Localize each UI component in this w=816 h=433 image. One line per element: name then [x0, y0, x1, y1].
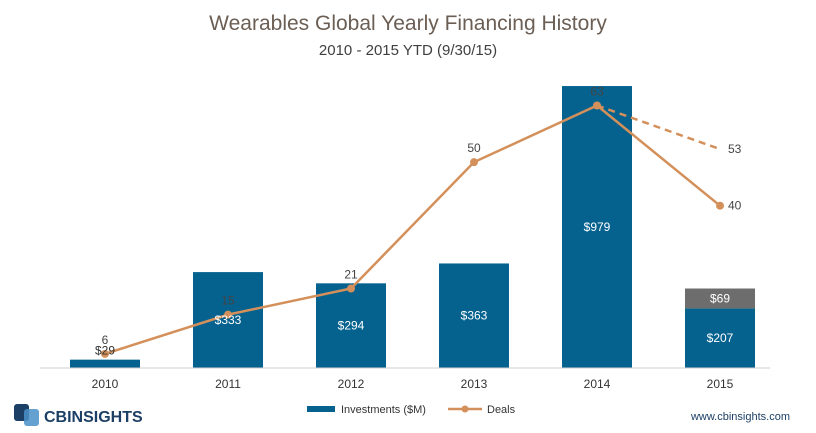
bar-investment-2010: [70, 359, 140, 368]
bar-label-investment-2011: $333: [215, 313, 242, 327]
legend: Investments ($M) Deals: [307, 404, 516, 416]
labels-layer: $29 $333 $294 $363 $979 $69 $207 53 6 15 21 50 63 40: [95, 85, 742, 358]
bar-label-investment-2013: $363: [461, 309, 488, 323]
deal-point-2014: [593, 101, 601, 110]
deal-point-2010: [101, 349, 109, 358]
deals-line: [104, 104, 721, 356]
deal-point-2015: [716, 201, 724, 210]
bar-investment-2015: [685, 308, 755, 368]
x-tick-2015: 2015: [707, 377, 734, 391]
deal-label-2015: 40: [728, 199, 742, 213]
bar-investment-2013: [439, 263, 509, 368]
deal-point-2011: [224, 310, 232, 319]
bar-projected-2015: [685, 288, 755, 309]
deals-line-layer: [101, 101, 724, 358]
x-tick-2010: 2010: [92, 377, 119, 391]
x-tick-2013: 2013: [461, 377, 488, 391]
deal-label-2011: 15: [221, 294, 235, 308]
chart-subtitle: 2010 - 2015 YTD (9/30/15): [319, 42, 497, 59]
deal-point-2012: [347, 284, 355, 293]
deals-projected-line: [596, 104, 721, 151]
bar-label-investment-2010: $29: [95, 344, 115, 358]
x-axis-ticks: 2010 2011 2012 2013 2014 2015: [92, 377, 734, 391]
bar-investment-2014: [562, 86, 632, 368]
x-tick-2014: 2014: [584, 377, 611, 391]
logo-text: CBINSIGHTS: [44, 409, 143, 426]
legend-swatch-investments: [307, 406, 335, 412]
chart-title: Wearables Global Yearly Financing Histor…: [209, 12, 607, 35]
x-tick-2012: 2012: [338, 377, 365, 391]
logo-mark-right: [24, 409, 39, 426]
bar-label-projected-2015: $69: [710, 291, 730, 305]
bar-investment-2011: [193, 272, 263, 368]
x-tick-2011: 2011: [215, 377, 241, 391]
legend-marker-deals: [461, 405, 469, 413]
bar-label-investment-2012: $294: [338, 319, 365, 333]
bar-investment-2012: [316, 283, 386, 368]
deals-projected-label: 53: [728, 142, 742, 156]
legend-label-investments: Investments ($M): [341, 404, 426, 416]
cb-insights-logo: CBINSIGHTS: [14, 404, 143, 426]
deal-label-2010: 6: [102, 333, 109, 347]
bars-layer: [70, 86, 755, 368]
bar-label-investment-2014: $979: [584, 220, 611, 234]
deal-label-2012: 21: [344, 268, 358, 282]
deal-point-2013: [470, 158, 478, 167]
legend-label-deals: Deals: [487, 404, 516, 416]
website-url: www.cbinsights.com: [690, 411, 790, 423]
deal-label-2013: 50: [467, 141, 481, 155]
deal-label-2014: 63: [590, 85, 604, 99]
bar-label-investment-2015: $207: [707, 331, 734, 345]
